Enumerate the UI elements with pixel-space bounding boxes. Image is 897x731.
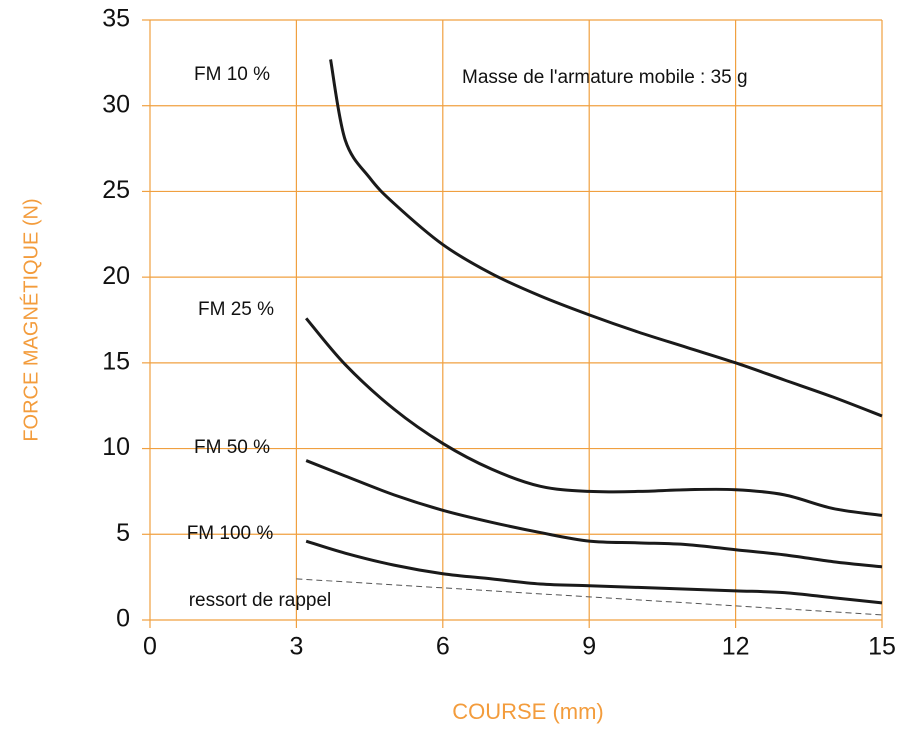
x-tick-label: 15	[868, 633, 896, 661]
x-tick-label: 12	[722, 633, 750, 661]
y-tick-label: 10	[102, 433, 130, 461]
curve-label: ressort de rappel	[189, 590, 332, 611]
curve-label: FM 50 %	[194, 437, 270, 458]
curve-label: FM 25 %	[198, 299, 274, 320]
y-tick-label: 0	[116, 605, 130, 633]
curve-label: FM 10 %	[194, 64, 270, 85]
curve	[305, 459, 883, 569]
y-tick-label: 25	[102, 176, 130, 204]
x-tick-label: 3	[289, 633, 303, 661]
curve	[305, 317, 883, 517]
curve	[296, 578, 883, 616]
y-tick-label: 35	[102, 5, 130, 33]
x-tick-label: 0	[143, 633, 157, 661]
x-axis-label: COURSE (mm)	[452, 699, 604, 724]
y-tick-label: 15	[102, 347, 130, 375]
annotation: Masse de l'armature mobile : 35 g	[462, 67, 748, 88]
curve	[305, 539, 883, 605]
curve-label: FM 100 %	[187, 523, 274, 544]
curve	[329, 59, 883, 418]
x-tick-label: 6	[436, 633, 450, 661]
y-tick-label: 5	[116, 519, 130, 547]
y-tick-label: 20	[102, 262, 130, 290]
x-tick-label: 9	[582, 633, 596, 661]
y-tick-label: 30	[102, 90, 130, 118]
y-axis-label: FORCE MAGNÉTIQUE (N)	[19, 198, 42, 441]
